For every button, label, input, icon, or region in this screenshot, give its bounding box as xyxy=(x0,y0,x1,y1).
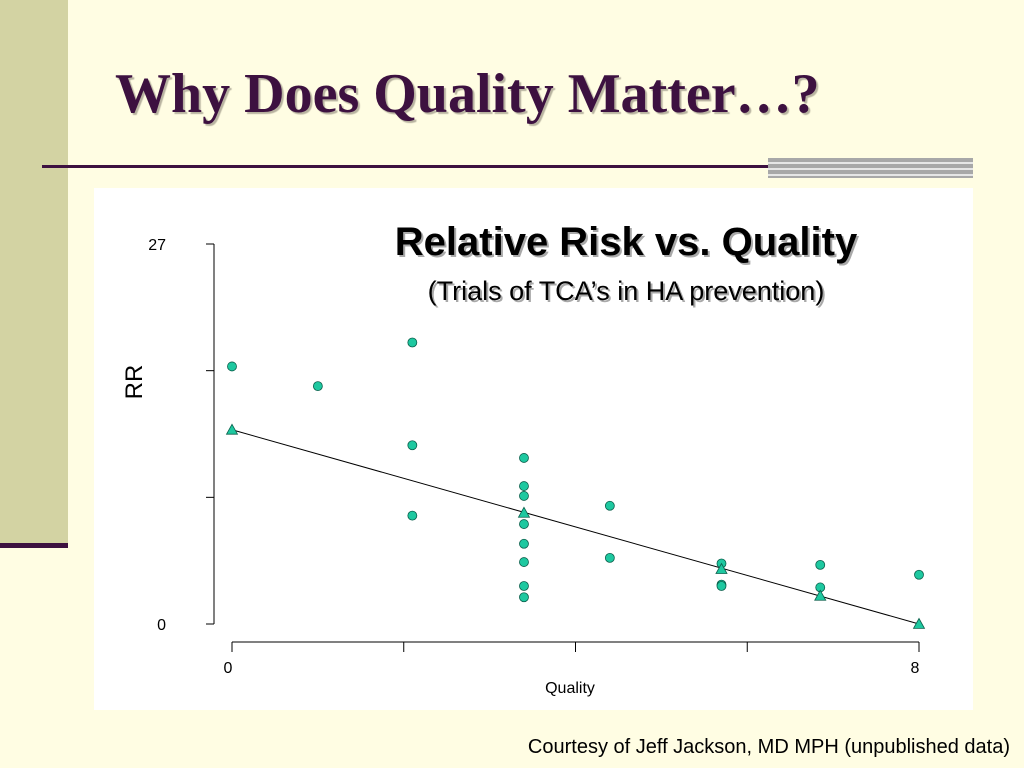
data-point-circle xyxy=(519,481,529,491)
data-point-triangle xyxy=(814,589,827,601)
x-axis-label: Quality xyxy=(545,680,595,697)
chart-title: Relative Risk vs. Quality xyxy=(395,220,858,264)
data-point-circle xyxy=(815,559,826,570)
data-point-circle xyxy=(227,361,237,372)
data-point-triangle xyxy=(225,423,239,435)
y-axis-label: RR xyxy=(121,365,148,400)
data-point-circle xyxy=(519,592,529,603)
data-point-circle xyxy=(407,440,418,451)
x-tick-label: 0 xyxy=(224,660,233,677)
data-point-circle xyxy=(519,581,529,591)
data-point-circle xyxy=(407,337,418,348)
data-point-triangle xyxy=(517,506,531,518)
title-divider xyxy=(42,165,972,168)
left-bar-rule xyxy=(0,543,68,548)
left-decorative-bar xyxy=(0,0,68,545)
data-point-circle xyxy=(716,581,727,591)
trendline-group xyxy=(231,429,920,625)
chart-subtitle-shadow: (Trials of TCA’s in HA prevention) xyxy=(430,278,827,308)
x-tick-label: 8 xyxy=(911,660,920,677)
data-point-triangle xyxy=(715,562,728,574)
data-point-circle xyxy=(519,453,529,463)
data-point-circle xyxy=(604,552,615,563)
axes: 0 27 0 8 xyxy=(148,237,919,677)
courtesy-note: Courtesy of Jeff Jackson, MD MPH (unpubl… xyxy=(527,736,1010,758)
data-point-circle xyxy=(519,491,529,501)
data-point-circle xyxy=(407,510,418,521)
scatter-chart: Relative Risk vs. Quality Relative Risk … xyxy=(121,220,926,697)
data-point-circle xyxy=(914,569,924,580)
trendline xyxy=(231,429,920,625)
data-point-circle xyxy=(519,519,529,529)
chart-subtitle: (Trials of TCA’s in HA prevention) xyxy=(428,276,825,306)
slide-title: Why Does Quality Matter…? xyxy=(115,63,820,125)
chart-panel: Relative Risk vs. Quality Relative Risk … xyxy=(94,188,973,710)
data-point-triangle xyxy=(912,617,926,629)
y-tick-label: 27 xyxy=(148,237,166,254)
data-point-circle xyxy=(519,538,529,549)
data-point-circle xyxy=(312,381,323,392)
chart-title-shadow: Relative Risk vs. Quality xyxy=(397,222,860,266)
title-divider-accent xyxy=(768,158,973,178)
data-point-circle xyxy=(519,557,529,567)
y-tick-label: 0 xyxy=(157,617,166,634)
data-point-circle xyxy=(604,500,615,511)
data-points xyxy=(225,337,926,629)
